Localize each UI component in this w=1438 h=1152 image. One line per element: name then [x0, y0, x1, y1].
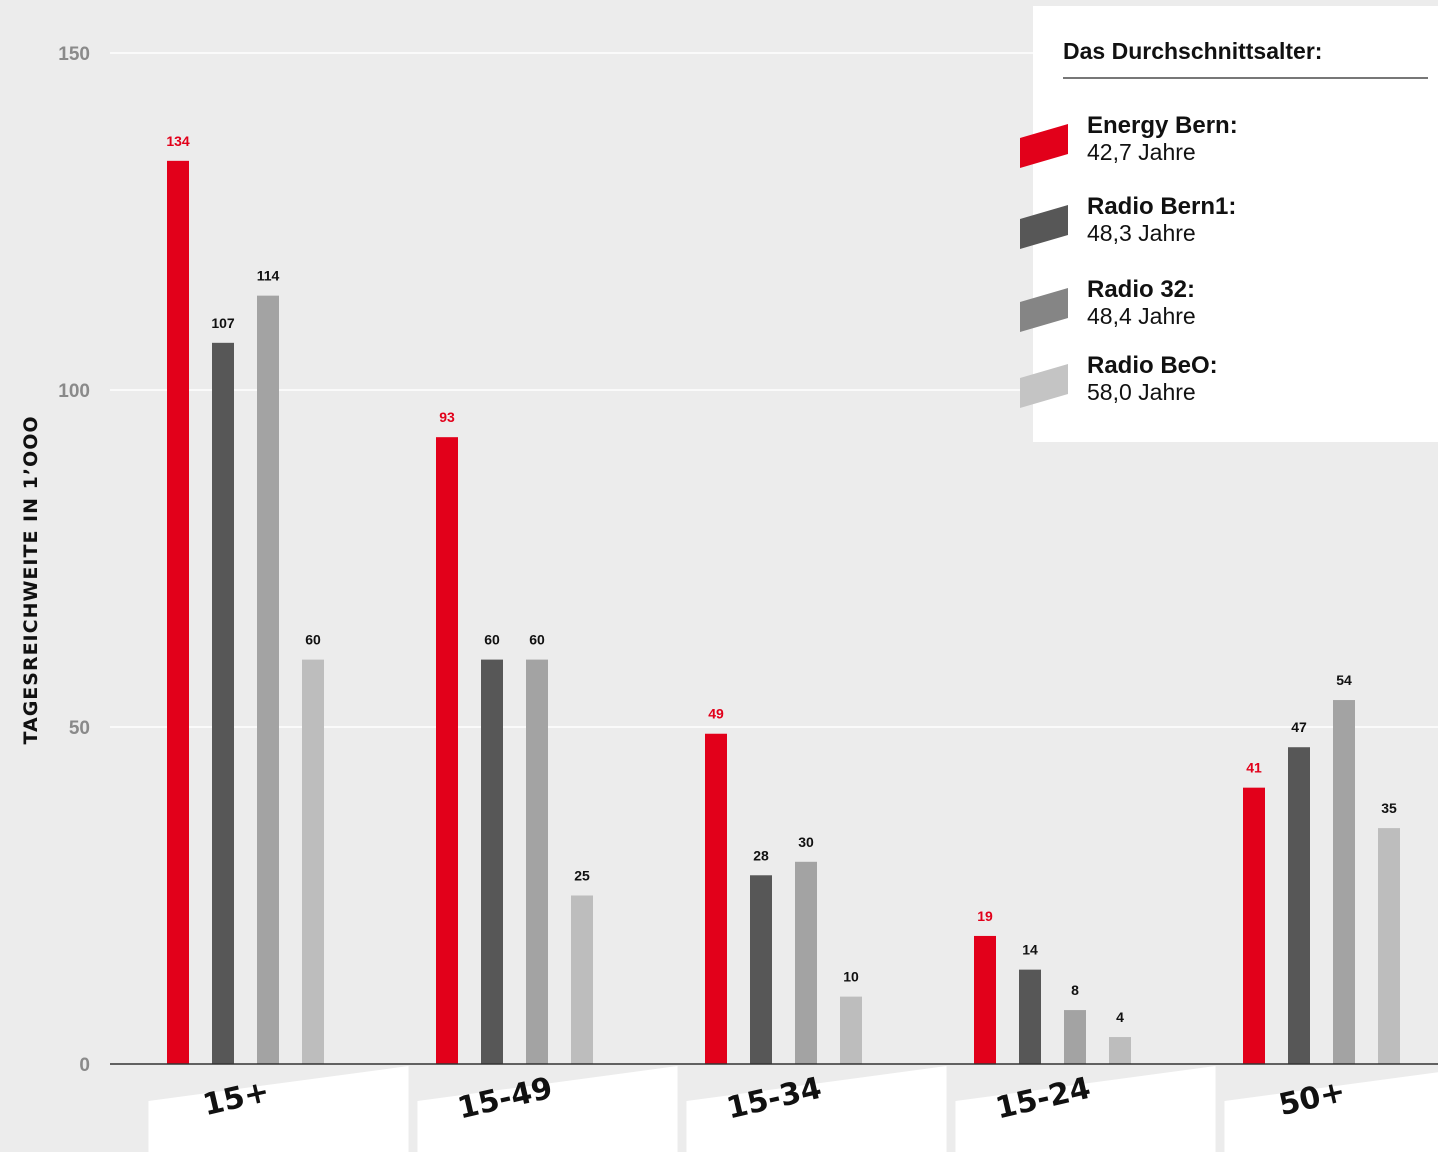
- bar: [436, 437, 458, 1064]
- legend-value: 48,3 Jahre: [1087, 220, 1196, 246]
- data-label: 60: [305, 632, 321, 648]
- bar: [974, 935, 996, 1064]
- data-label: 41: [1246, 760, 1262, 776]
- legend-value: 48,4 Jahre: [1087, 303, 1196, 329]
- bar: [1243, 787, 1265, 1064]
- legend-name: Energy Bern:: [1087, 112, 1238, 139]
- bar: [257, 295, 279, 1064]
- legend-swatch-radio-bern1: [1020, 205, 1068, 249]
- data-label: 14: [1022, 942, 1038, 958]
- data-label: 10: [843, 969, 859, 985]
- bars: [167, 160, 1400, 1065]
- legend-swatch-energy-bern: [1020, 124, 1068, 168]
- data-label: 25: [574, 868, 590, 884]
- legend-item-radio-32: Radio 32: 48,4 Jahre: [1020, 276, 1438, 336]
- data-label: 60: [484, 632, 500, 648]
- data-label: 28: [753, 847, 769, 863]
- data-label: 49: [708, 706, 724, 722]
- legend-value: 42,7 Jahre: [1087, 139, 1196, 165]
- bar: [1109, 1037, 1131, 1064]
- bar: [1288, 747, 1310, 1064]
- category-label-bg: [955, 1066, 1216, 1152]
- data-label: 134: [166, 133, 190, 149]
- data-label: 8: [1071, 982, 1079, 998]
- bar: [1378, 828, 1400, 1064]
- legend-item-radio-beo: Radio BeO: 58,0 Jahre: [1020, 352, 1438, 412]
- data-labels: 134 93 49 19 41 107 60 28 14 47 114 60 30 8 54 60 25 10 4 3…: [166, 133, 1397, 1025]
- bar: [571, 895, 593, 1064]
- y-tick-label: 100: [58, 381, 90, 402]
- y-tick-label: 0: [79, 1055, 90, 1076]
- data-label: 60: [529, 632, 545, 648]
- data-label: 47: [1291, 719, 1307, 735]
- bar: [750, 875, 772, 1064]
- category-label-bg: [148, 1066, 409, 1152]
- category-label-bg: [1224, 1072, 1438, 1152]
- legend-swatch-radio-beo: [1020, 364, 1068, 408]
- legend-item-energy-bern: Energy Bern: 42,7 Jahre: [1020, 112, 1438, 172]
- bar: [705, 733, 727, 1064]
- category-label-backgrounds: [148, 1066, 1438, 1152]
- data-label: 4: [1116, 1009, 1124, 1025]
- bar: [1019, 969, 1041, 1064]
- data-label: 54: [1336, 672, 1352, 688]
- legend-name: Radio BeO:: [1087, 352, 1218, 379]
- legend-swatch-radio-32: [1020, 288, 1068, 332]
- data-label: 35: [1381, 800, 1397, 816]
- legend-value: 58,0 Jahre: [1087, 379, 1196, 405]
- y-tick-label: 50: [69, 718, 90, 739]
- bar: [481, 659, 503, 1064]
- y-axis-ticks: 0 50 100 150: [58, 44, 90, 1076]
- bar: [167, 160, 189, 1065]
- data-label: 93: [439, 409, 455, 425]
- category-label-bg: [417, 1066, 678, 1152]
- data-label: 107: [211, 315, 235, 331]
- bar: [840, 996, 862, 1064]
- category-label-bg: [686, 1066, 947, 1152]
- bar: [1064, 1010, 1086, 1064]
- bar: [302, 659, 324, 1064]
- bar: [795, 861, 817, 1064]
- bar: [212, 342, 234, 1064]
- legend-name: Radio Bern1:: [1087, 193, 1237, 220]
- y-axis-label: TAGESREICHWEITE IN 1’OOO: [20, 415, 42, 744]
- data-label: 30: [798, 834, 814, 850]
- legend-item-radio-bern1: Radio Bern1: 48,3 Jahre: [1020, 193, 1438, 253]
- legend-name: Radio 32:: [1087, 276, 1196, 303]
- bar: [1333, 700, 1355, 1064]
- bar: [526, 659, 548, 1064]
- data-label: 19: [977, 908, 993, 924]
- legend-panel: Das Durchschnittsalter: Energy Bern: 42,…: [1020, 6, 1438, 442]
- legend-title: Das Durchschnittsalter:: [1063, 38, 1428, 79]
- data-label: 114: [257, 268, 280, 284]
- y-tick-label: 150: [58, 44, 90, 65]
